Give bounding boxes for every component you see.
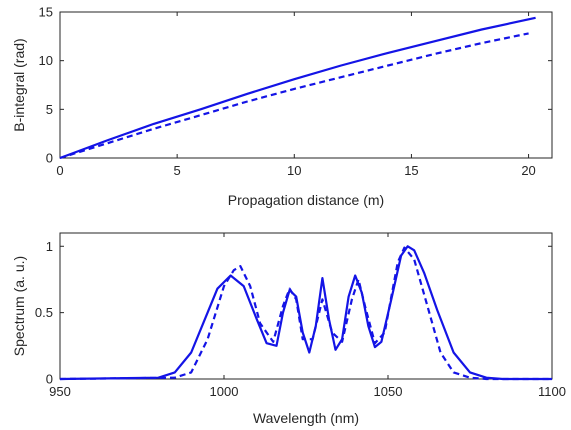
spectrum-x-axis-label: Wavelength (nm)	[253, 410, 359, 426]
b-integral-y-tick-label: 15	[39, 5, 53, 20]
b-integral-y-axis-label: B-integral (rad)	[11, 38, 27, 131]
spectrum-y-tick-label: 1	[46, 239, 53, 254]
spectrum-x-tick-label: 1000	[210, 384, 239, 399]
b-integral-plot-area	[59, 11, 553, 159]
b-integral-solid-line	[59, 16, 536, 160]
spectrum-plot-area	[59, 232, 553, 380]
spectrum-x-tick-label: 950	[49, 384, 71, 399]
b-integral-series	[59, 16, 536, 160]
spectrum-dashed-line	[59, 246, 552, 381]
b-integral-x-tick-label: 20	[521, 163, 535, 178]
b-integral-y-tick-label: 10	[39, 53, 53, 68]
spectrum-y-tick-label: 0.5	[35, 305, 53, 320]
spectrum-solid-line	[59, 245, 552, 381]
spectrum-ticks: 950 1000 1050 1100 0 0.5 1	[35, 233, 566, 399]
b-integral-y-tick-label: 0	[46, 151, 53, 166]
b-integral-dashed-line	[59, 32, 529, 160]
b-integral-ticks: 0 5 10 15 20 0 5 10 15	[39, 5, 552, 178]
b-integral-x-axis-label: Propagation distance (m)	[228, 192, 384, 208]
spectrum-x-tick-label: 1050	[374, 384, 403, 399]
b-integral-x-tick-label: 0	[56, 163, 63, 178]
b-integral-y-tick-label: 5	[46, 102, 53, 117]
spectrum-series	[59, 245, 552, 381]
b-integral-x-tick-label: 5	[174, 163, 181, 178]
spectrum-y-tick-label: 0	[46, 372, 53, 387]
spectrum-x-tick-label: 1100	[538, 384, 566, 399]
b-integral-x-tick-label: 15	[404, 163, 418, 178]
b-integral-x-tick-label: 10	[287, 163, 301, 178]
spectrum-chart: 950 1000 1050 1100 0 0.5 1 Wavelength (nm) Spe…	[11, 232, 566, 426]
spectrum-y-axis-label: Spectrum (a. u.)	[11, 256, 27, 356]
